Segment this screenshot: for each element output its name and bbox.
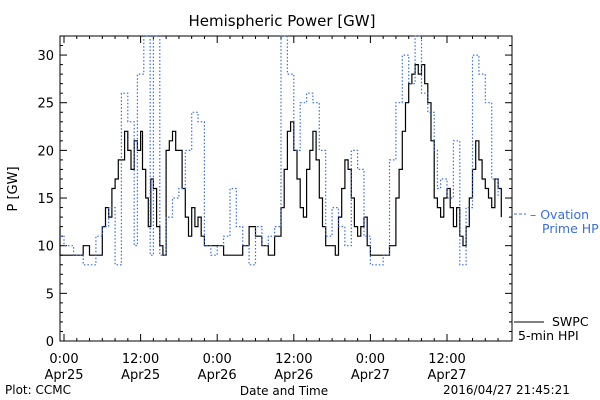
- x-tick-label-date: Apr26: [198, 368, 237, 383]
- x-axis-label: Date and Time: [240, 384, 328, 398]
- y-tick-label: 15: [37, 192, 54, 207]
- y-tick-label: 10: [37, 240, 54, 255]
- x-tick-label-date: Apr25: [121, 368, 160, 383]
- y-tick-label: 20: [37, 144, 54, 159]
- x-tick-label-time: 0:00: [49, 352, 78, 367]
- x-tick-label-time: 12:00: [275, 352, 312, 367]
- x-tick-label-time: 0:00: [203, 352, 232, 367]
- series-ovation-line: [60, 35, 499, 266]
- plot-timestamp: 2016/04/27 21:45:21: [443, 383, 570, 397]
- legend-swpc-label-1: SWPC: [552, 314, 589, 329]
- y-tick-label: 30: [37, 49, 54, 64]
- y-axis-label: P [GW]: [6, 166, 21, 211]
- series-layer: [59, 35, 502, 266]
- legend-swpc-label-2: 5-min HPI: [518, 328, 579, 343]
- plot-credit: Plot: CCMC: [5, 383, 71, 397]
- chart-title: Hemispheric Power [GW]: [189, 12, 376, 30]
- y-tick-label: 25: [37, 97, 54, 112]
- x-tick-label-date: Apr26: [274, 368, 313, 383]
- x-tick-label-time: 12:00: [428, 352, 465, 367]
- plot-frame: [59, 35, 513, 342]
- x-tick-label-date: Apr25: [44, 368, 83, 383]
- legend-ovation-label-2: Prime HPI: [542, 221, 600, 236]
- y-tick-label: 5: [46, 287, 54, 302]
- x-tick-label-date: Apr27: [351, 368, 390, 383]
- legend-ovation-label-1: – Ovation: [530, 207, 589, 222]
- series-swpc-line: [59, 63, 502, 256]
- x-tick-label-date: Apr27: [427, 368, 466, 383]
- axes-layer: 0510152025300:00Apr2512:00Apr250:00Apr26…: [37, 35, 513, 383]
- y-tick-label: 0: [46, 335, 54, 350]
- x-tick-label-time: 0:00: [356, 352, 385, 367]
- x-tick-label-time: 12:00: [122, 352, 159, 367]
